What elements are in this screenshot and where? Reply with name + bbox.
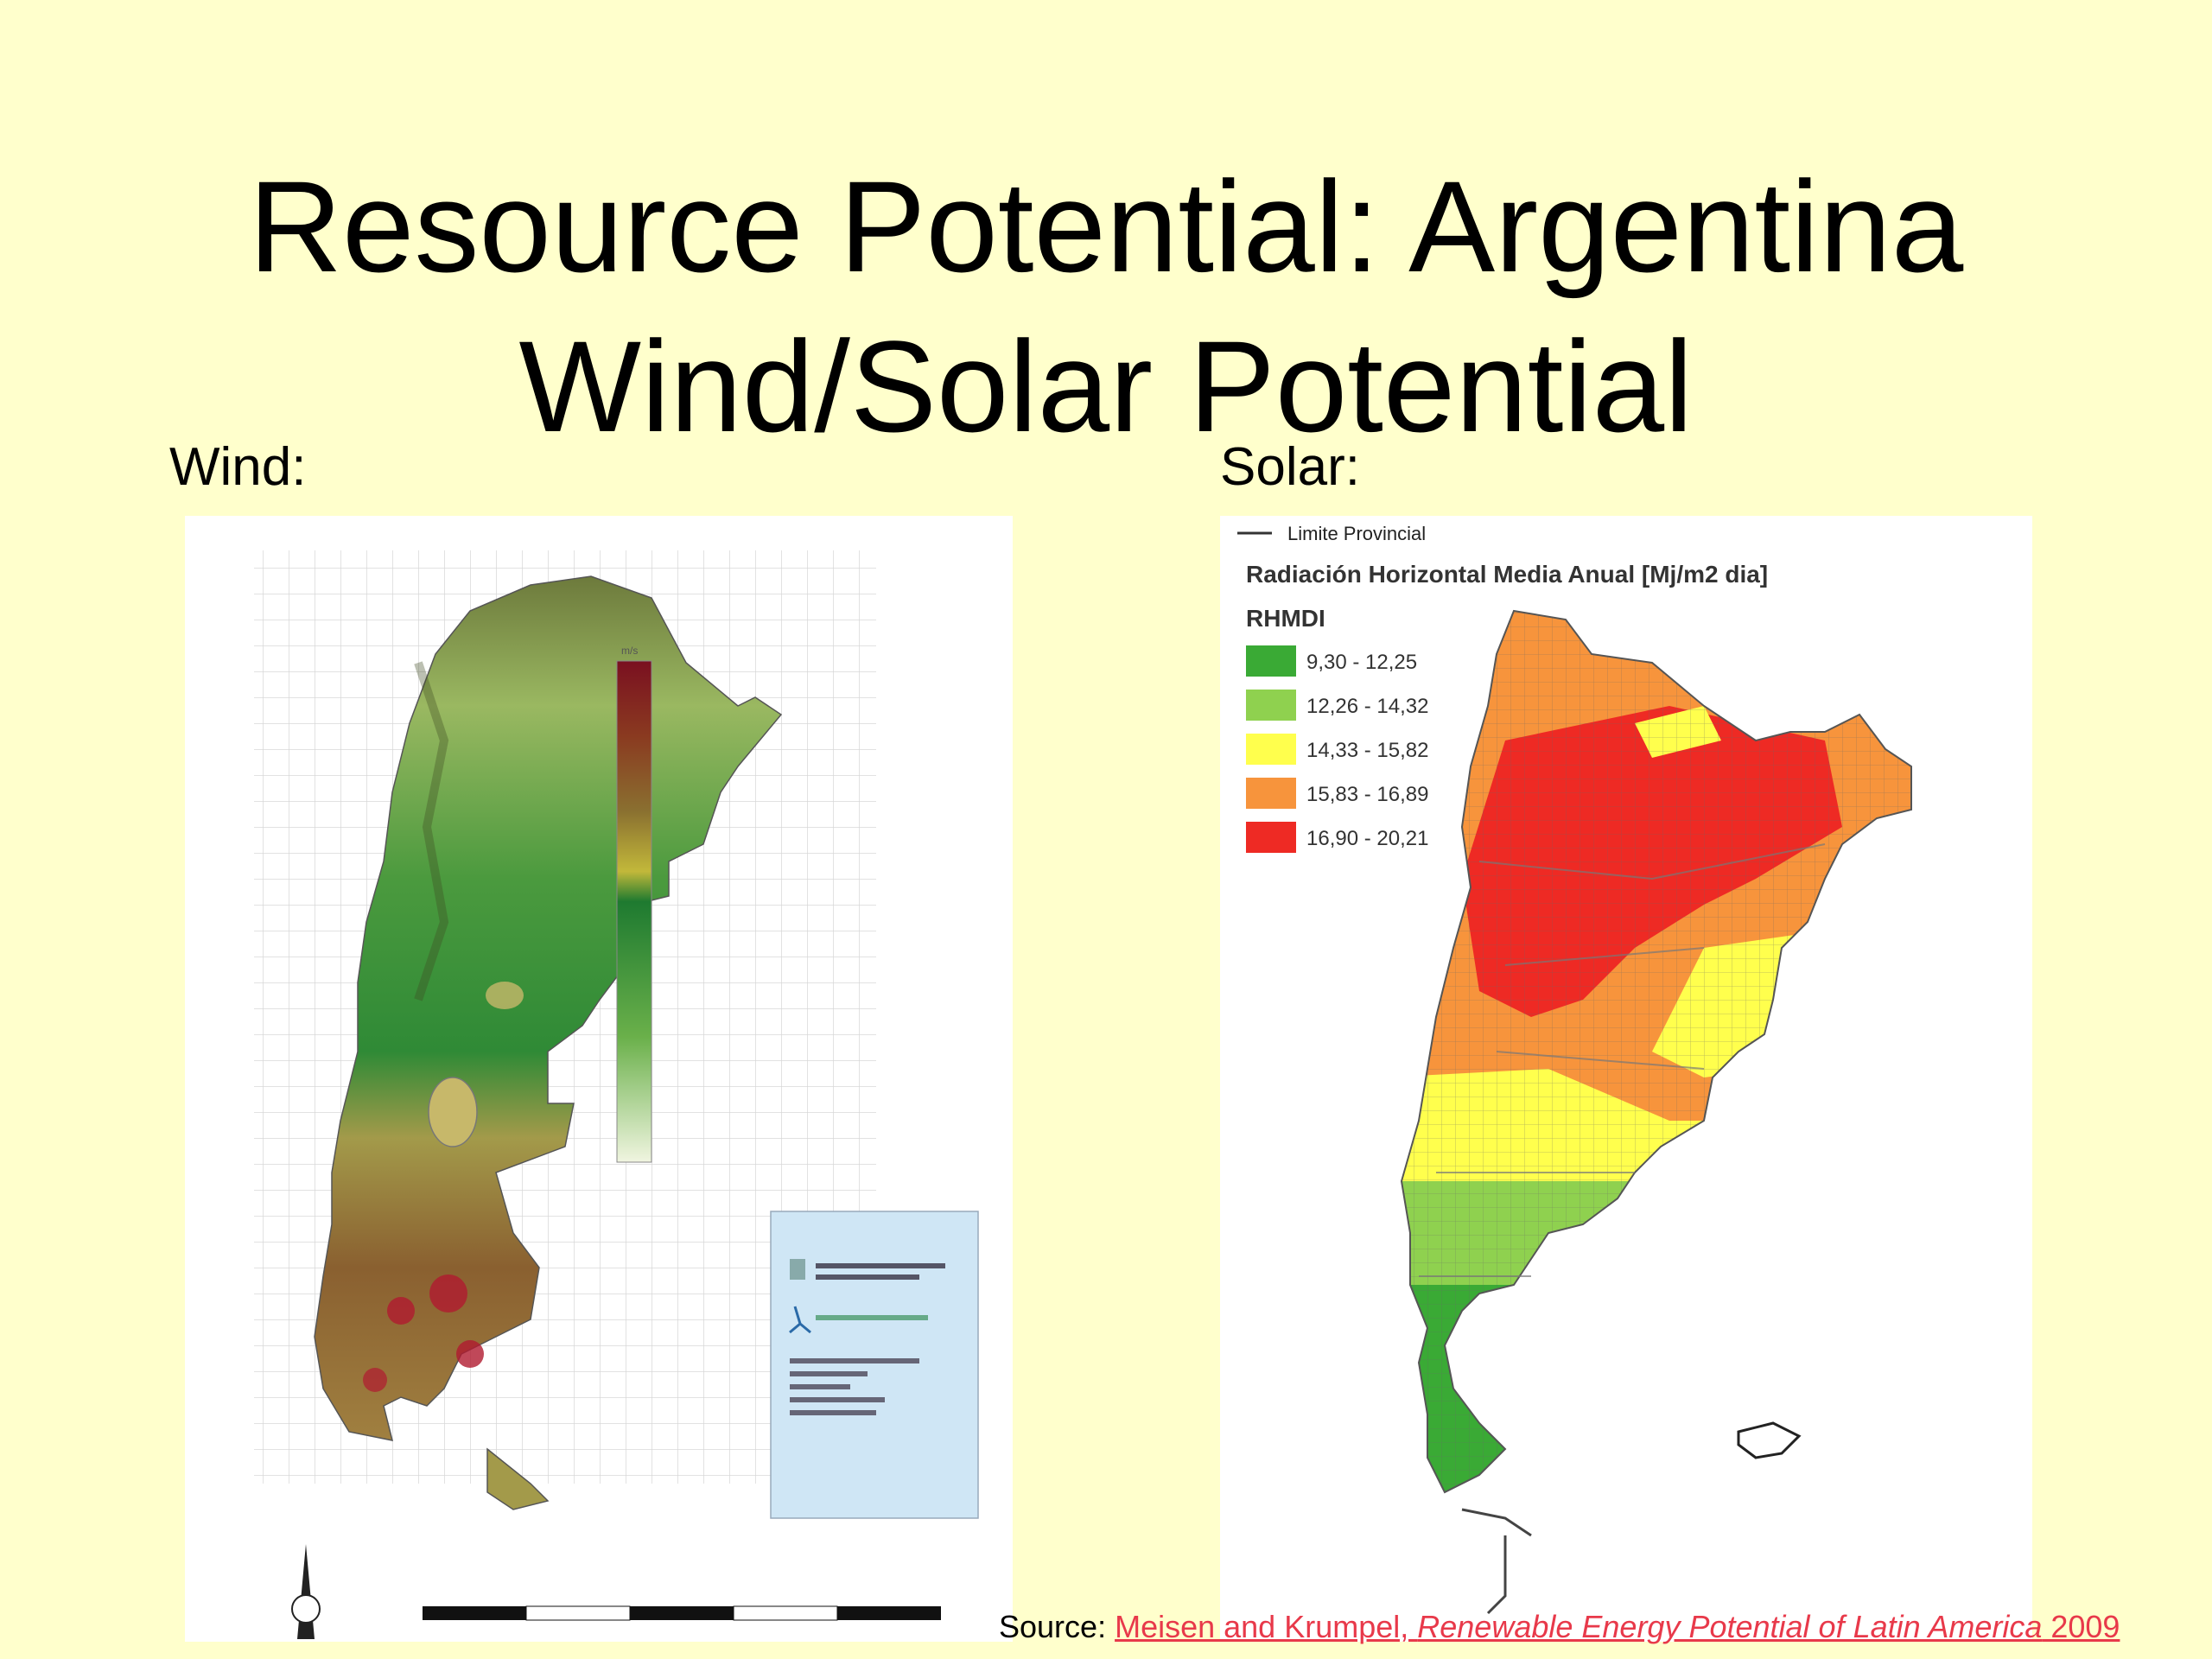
wind-label: Wind: (169, 437, 307, 497)
ministry-text-1 (816, 1263, 945, 1268)
band-lightgreen (1402, 1181, 1911, 1285)
wind-hotspot-red-4 (363, 1368, 387, 1392)
wind-hotspot-red-2 (387, 1297, 415, 1325)
source-link[interactable]: Meisen and Krumpel, Renewable Energy Pot… (1115, 1609, 2120, 1644)
solar-legend-swatch (1246, 645, 1296, 677)
wind-hotspot-red-1 (429, 1274, 467, 1313)
north-arrow-icon (297, 1544, 315, 1639)
slide-title: Resource Potential: Argentina Wind/Solar… (0, 147, 2212, 467)
wind-info-box (770, 1211, 979, 1519)
solar-legend: 9,30 - 12,25 12,26 - 14,32 14,33 - 15,82 15… (1246, 645, 1428, 853)
solar-legend-range: 12,26 - 14,32 (1306, 695, 1428, 718)
wind-hotspot-coast (486, 982, 524, 1009)
source-year: 2009 (2042, 1609, 2120, 1644)
ministry-text-2 (816, 1274, 919, 1280)
center-text (816, 1315, 928, 1320)
source-prefix: Source: (999, 1609, 1116, 1644)
solar-legend-range: 16,90 - 20,21 (1306, 827, 1428, 850)
solar-legend-swatch (1246, 822, 1296, 853)
wind-turbine-icon (789, 1306, 811, 1334)
solar-legend-range: 15,83 - 16,89 (1306, 783, 1428, 806)
wind-scale-bar (423, 1605, 941, 1621)
band-green (1402, 1285, 1911, 1492)
source-work: Renewable Energy Potential of Latin Amer… (1417, 1609, 2043, 1644)
north-arrow-circle (291, 1594, 321, 1624)
solar-legend-swatch (1246, 734, 1296, 765)
provincial-boundaries (1419, 843, 1826, 1277)
source-citation: Source: Meisen and Krumpel, Renewable En… (999, 1609, 2120, 1645)
projection-text-3 (790, 1384, 850, 1389)
solar-legend-subtitle: RHMDI (1246, 605, 1325, 632)
solar-legend-title: Radiación Horizontal Media Anual [Mj/m2 … (1246, 561, 1768, 588)
argentina-solar-outline (1400, 609, 1912, 1494)
malvinas-islands (1737, 1421, 1802, 1459)
solar-label: Solar: (1220, 437, 1360, 497)
wind-hotspot-north (428, 1077, 478, 1147)
wind-color-scale (616, 660, 652, 1163)
projection-text-4 (790, 1397, 885, 1402)
andes-relief (414, 661, 449, 1001)
solar-legend-swatch (1246, 690, 1296, 721)
title-line-1: Resource Potential: Argentina (248, 154, 1964, 299)
argentina-wind-shape (314, 575, 783, 1441)
projection-text-1 (790, 1358, 919, 1363)
tierra-del-fuego-solar (1461, 1508, 1532, 1615)
solar-legend-range: 14,33 - 15,82 (1306, 739, 1428, 762)
title-line-2: Wind/Solar Potential (518, 314, 1694, 459)
solar-grid-overlay (1402, 611, 1911, 1492)
solar-legend-swatch (1246, 778, 1296, 809)
projection-text-2 (790, 1371, 868, 1376)
wind-scale-unit: m/s (621, 645, 638, 657)
solar-legend-range: 9,30 - 12,25 (1306, 651, 1417, 674)
boundary-legend-label: Limite Provincial (1287, 523, 1426, 544)
solar-map-graphic: Limite Provincial Radiación Horizontal M… (1237, 523, 1912, 1615)
solar-map: Limite Provincial Radiación Horizontal M… (1220, 516, 2032, 1642)
source-authors: Meisen and Krumpel, (1115, 1609, 1418, 1644)
projection-text-5 (790, 1410, 876, 1415)
wind-map-graphic: m/s (254, 550, 979, 1639)
wind-hotspot-red-3 (456, 1340, 484, 1368)
tierra-del-fuego-wind (486, 1447, 550, 1510)
ministry-crest-icon (790, 1259, 805, 1280)
solar-map-bands (1402, 611, 1911, 1492)
wind-map: m/s (185, 516, 1013, 1642)
